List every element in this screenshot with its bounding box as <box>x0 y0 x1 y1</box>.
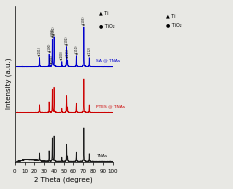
Text: PTES @ TNAs: PTES @ TNAs <box>96 104 125 108</box>
Text: ♦(211): ♦(211) <box>65 48 70 58</box>
Text: ♦(200): ♦(200) <box>60 50 64 60</box>
Text: ▲ Ti: ▲ Ti <box>99 10 108 15</box>
Text: ▲(110): ▲(110) <box>74 44 78 54</box>
Y-axis label: Intensity (a.u.): Intensity (a.u.) <box>6 58 12 109</box>
Text: ● TiO₂: ● TiO₂ <box>166 22 182 27</box>
Text: ▲(102): ▲(102) <box>65 36 69 45</box>
Text: ▲(100): ▲(100) <box>47 43 51 52</box>
Text: ▲(101): ▲(101) <box>52 26 56 35</box>
Text: TNAs: TNAs <box>96 154 107 158</box>
Text: ▲(103): ▲(103) <box>82 16 86 25</box>
Text: ▲ Ti: ▲ Ti <box>166 13 176 18</box>
Text: ● TiO₂: ● TiO₂ <box>99 23 114 28</box>
Text: ♦(112): ♦(112) <box>87 46 91 56</box>
Text: ♦(101): ♦(101) <box>38 46 41 56</box>
Text: ♦(004): ♦(004) <box>49 54 53 64</box>
X-axis label: 2 Theta (degree): 2 Theta (degree) <box>34 177 93 184</box>
Text: ▲(002): ▲(002) <box>50 28 54 37</box>
Text: SA @ TNAs: SA @ TNAs <box>96 58 120 62</box>
